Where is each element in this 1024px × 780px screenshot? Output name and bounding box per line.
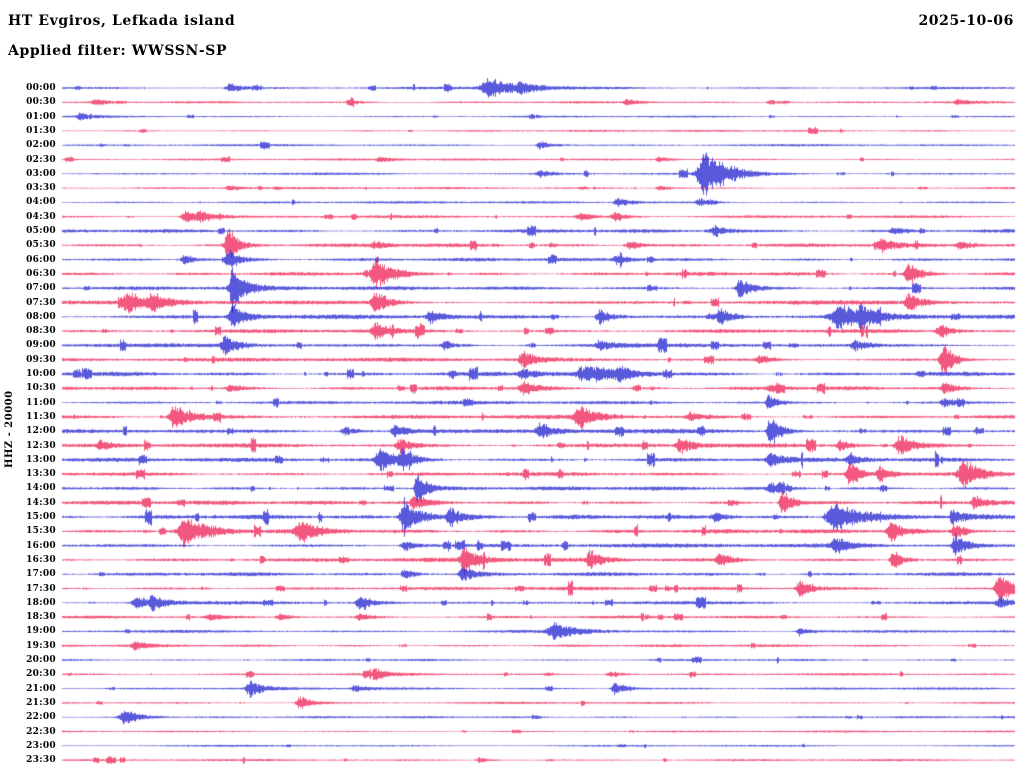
time-label: 11:00 — [26, 397, 56, 408]
time-label: 10:30 — [26, 383, 56, 394]
time-label: 15:00 — [26, 512, 56, 522]
time-label: 23:30 — [26, 755, 56, 766]
time-label: 15:30 — [26, 526, 56, 537]
record-date: 2025-10-06 — [918, 13, 1014, 29]
time-label: 04:30 — [26, 211, 56, 222]
time-label: 21:00 — [26, 683, 56, 694]
time-label: 16:00 — [26, 540, 56, 551]
time-label: 14:00 — [26, 483, 56, 494]
time-label: 20:00 — [26, 655, 56, 665]
time-label: 19:00 — [26, 626, 56, 637]
time-label: 08:30 — [26, 326, 56, 337]
time-label: 03:00 — [26, 168, 56, 179]
time-label: 18:00 — [26, 597, 56, 608]
time-label: 06:30 — [26, 268, 56, 279]
time-label: 17:30 — [26, 583, 56, 594]
time-label: 00:30 — [26, 97, 56, 108]
time-label: 20:30 — [26, 669, 56, 680]
time-label: 13:00 — [26, 454, 56, 465]
time-label: 14:30 — [26, 497, 56, 508]
time-label: 12:00 — [26, 426, 56, 437]
time-label: 08:00 — [26, 311, 56, 322]
time-label: 06:00 — [26, 254, 56, 265]
time-label: 07:30 — [26, 297, 56, 308]
time-label: 11:30 — [26, 411, 56, 422]
time-label: 18:30 — [26, 612, 56, 623]
time-label: 03:30 — [26, 183, 56, 194]
time-label: 22:00 — [26, 712, 56, 723]
time-label: 09:30 — [26, 354, 56, 365]
time-label: 01:00 — [26, 111, 56, 122]
time-label: 02:30 — [26, 154, 56, 165]
time-label: 16:30 — [26, 554, 56, 565]
time-label: 22:30 — [26, 726, 56, 737]
time-label: 05:00 — [26, 226, 56, 236]
time-label: 02:00 — [26, 140, 56, 151]
filter-label: Applied filter: WWSSN-SP — [8, 43, 228, 59]
time-label: 12:30 — [26, 440, 56, 451]
time-label: 23:00 — [26, 740, 56, 751]
time-label: 21:30 — [26, 697, 56, 708]
station-title: HT Evgiros, Lefkada island — [8, 13, 236, 29]
time-label: 13:30 — [26, 469, 56, 480]
time-label: 09:00 — [26, 340, 56, 351]
time-label: 00:00 — [26, 83, 56, 93]
time-label: 05:30 — [26, 240, 56, 251]
time-axis-labels: 00:00 00:30 01:00 01:30 02:00 02:30 03:00 03:30… — [0, 0, 60, 780]
time-label: 04:00 — [26, 197, 56, 208]
time-label: 17:00 — [26, 569, 56, 580]
time-label: 01:30 — [26, 125, 56, 136]
time-label: 19:30 — [26, 640, 56, 651]
time-label: 10:00 — [26, 369, 56, 379]
time-label: 07:00 — [26, 283, 56, 294]
